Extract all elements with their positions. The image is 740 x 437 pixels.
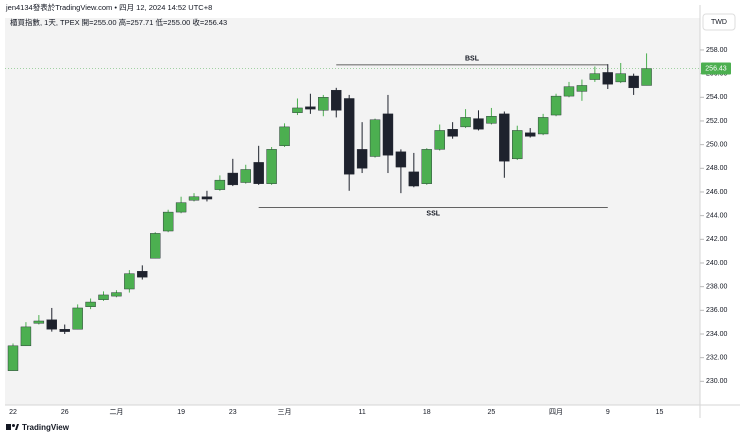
- candle-body: [124, 273, 135, 290]
- y-tick-label: 246.00: [706, 189, 728, 196]
- candle-body: [266, 149, 277, 184]
- candle-body: [395, 151, 407, 168]
- candle-body: [72, 307, 83, 330]
- candle-body: [628, 75, 639, 89]
- candle-body: [305, 106, 316, 110]
- currency: TWD: [711, 19, 727, 26]
- y-tick-label: 236.00: [706, 307, 728, 314]
- x-tick-label: 23: [229, 409, 237, 416]
- candle-body: [98, 294, 109, 300]
- y-tick-label: 252.00: [706, 118, 728, 125]
- candle-body: [421, 149, 432, 184]
- x-tick-label: 三月: [278, 408, 292, 416]
- candle-body: [214, 179, 226, 190]
- candle-body: [279, 126, 290, 147]
- candle-body: [201, 196, 213, 200]
- last-price-label: 256.43: [705, 65, 727, 72]
- candle-body: [602, 72, 613, 85]
- y-tick-label: 248.00: [706, 165, 728, 172]
- candle-body: [240, 169, 251, 183]
- candle-body: [46, 319, 57, 330]
- candle-body: [20, 326, 32, 347]
- candle-body: [292, 107, 303, 113]
- candle-body: [486, 116, 497, 124]
- x-tick-label: 19: [177, 409, 185, 416]
- x-tick-label: 四月: [549, 408, 563, 416]
- level-label: SSL: [426, 210, 440, 217]
- candle-body: [408, 171, 420, 187]
- y-tick-label: 240.00: [706, 260, 728, 267]
- candle-body: [150, 233, 161, 259]
- candle-body: [59, 329, 70, 332]
- candle-body: [537, 117, 549, 135]
- x-tick-label: 9: [606, 409, 610, 416]
- candle-body: [525, 132, 536, 137]
- y-tick-label: 250.00: [706, 141, 728, 148]
- candle-body: [7, 345, 19, 371]
- x-tick-label: 15: [656, 409, 664, 416]
- candle-body: [318, 97, 329, 111]
- x-tick-label: 26: [61, 409, 69, 416]
- candle-body: [356, 149, 368, 169]
- candle-body: [188, 196, 200, 201]
- y-tick-label: 238.00: [706, 283, 728, 290]
- y-tick-label: 258.00: [706, 47, 728, 54]
- candle-body: [434, 130, 445, 150]
- y-tick-label: 242.00: [706, 236, 728, 243]
- candle-body: [162, 211, 174, 232]
- candle-body: [576, 85, 588, 92]
- last-price-box: [701, 62, 731, 75]
- candle-body: [473, 118, 484, 130]
- candle-body: [137, 271, 148, 278]
- y-tick-label: 254.00: [706, 94, 728, 101]
- footer-logo: [6, 424, 19, 430]
- x-tick-label: 25: [488, 409, 496, 416]
- currency-box: [702, 13, 736, 31]
- candle-body: [615, 73, 626, 83]
- candle-body: [253, 162, 264, 184]
- footer-brand: TradingView: [22, 423, 70, 432]
- candle-body: [369, 119, 381, 157]
- candle-body: [641, 68, 652, 86]
- level-label: BSL: [465, 56, 480, 63]
- candle-body: [589, 73, 601, 80]
- x-tick-label: 22: [9, 409, 17, 416]
- candle-body: [382, 113, 394, 156]
- candle-body: [111, 292, 122, 297]
- x-tick-label: 18: [423, 409, 431, 416]
- y-tick-label: 232.00: [706, 355, 728, 362]
- author-line: jen4134發表於TradingView.com • 四月 12, 2024 …: [5, 2, 212, 12]
- candle-body: [331, 89, 342, 111]
- candle-body: [550, 95, 562, 116]
- candle-body: [512, 130, 523, 160]
- candle-body: [447, 129, 458, 137]
- plot-area: [5, 18, 700, 405]
- candle-body: [227, 172, 239, 186]
- candle-body: [563, 86, 575, 97]
- symbol-line: 櫃買指數, 1天, TPEX 開=255.00 高=257.71 低=255.0…: [10, 17, 227, 27]
- candle-body: [343, 98, 355, 175]
- candle-body: [460, 117, 471, 128]
- candle-body: [175, 202, 187, 213]
- x-tick-label: 二月: [109, 408, 123, 416]
- candle-body: [85, 301, 96, 307]
- y-tick-label: 230.00: [706, 378, 728, 385]
- y-tick-label: 234.00: [706, 331, 728, 338]
- y-tick-label: 244.00: [706, 212, 728, 219]
- x-tick-label: 11: [358, 409, 365, 416]
- candle-body: [499, 113, 510, 162]
- candle-body: [33, 320, 45, 324]
